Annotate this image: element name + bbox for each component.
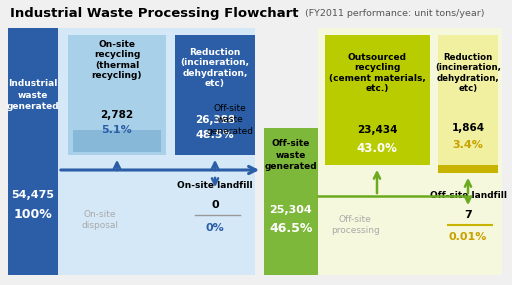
Bar <box>175 35 255 155</box>
Bar <box>438 165 498 173</box>
Text: 100%: 100% <box>14 209 52 221</box>
Text: Reduction
(incineration,
dehydration,
etc): Reduction (incineration, dehydration, et… <box>181 48 249 88</box>
Text: On-site landfill: On-site landfill <box>177 180 253 190</box>
Text: 0: 0 <box>211 200 219 210</box>
Text: 1,864: 1,864 <box>452 123 484 133</box>
Text: On-site
disposal: On-site disposal <box>81 210 118 230</box>
Text: Off-site
processing: Off-site processing <box>331 215 379 235</box>
Bar <box>264 128 318 275</box>
Text: Off-site
waste
generated: Off-site waste generated <box>206 104 253 136</box>
Text: 3.4%: 3.4% <box>453 140 483 150</box>
Text: 54,475: 54,475 <box>11 190 54 200</box>
Bar <box>438 35 498 165</box>
Text: 0%: 0% <box>206 223 224 233</box>
Text: 5.1%: 5.1% <box>101 125 133 135</box>
Text: 25,304: 25,304 <box>270 205 312 215</box>
Text: (FY2011 performance: unit tons/year): (FY2011 performance: unit tons/year) <box>305 9 484 19</box>
Text: Reduction
(incineration,
dehydration,
etc): Reduction (incineration, dehydration, et… <box>435 53 501 93</box>
Text: 46.5%: 46.5% <box>269 221 313 235</box>
Text: Industrial
waste
generated: Industrial waste generated <box>7 80 59 111</box>
Bar <box>68 35 166 155</box>
Text: Industrial Waste Processing Flowchart: Industrial Waste Processing Flowchart <box>10 7 298 21</box>
Text: 26,388: 26,388 <box>195 115 235 125</box>
Text: 0.01%: 0.01% <box>449 232 487 242</box>
Bar <box>325 35 430 165</box>
Text: 48.5%: 48.5% <box>196 130 234 140</box>
Text: 2,782: 2,782 <box>100 110 134 120</box>
Bar <box>318 28 502 275</box>
Text: 7: 7 <box>464 210 472 220</box>
Text: Off-site landfill: Off-site landfill <box>430 190 506 200</box>
Bar <box>73 130 161 152</box>
Bar <box>58 28 255 275</box>
Text: Outsourced
recycling
(cement materials,
etc.): Outsourced recycling (cement materials, … <box>329 53 425 93</box>
Text: Off-site
waste
generated: Off-site waste generated <box>265 139 317 171</box>
Text: 43.0%: 43.0% <box>356 141 397 154</box>
Bar <box>8 28 58 275</box>
Text: On-site
recycling
(thermal
recycling): On-site recycling (thermal recycling) <box>92 40 142 80</box>
Text: 23,434: 23,434 <box>357 125 397 135</box>
